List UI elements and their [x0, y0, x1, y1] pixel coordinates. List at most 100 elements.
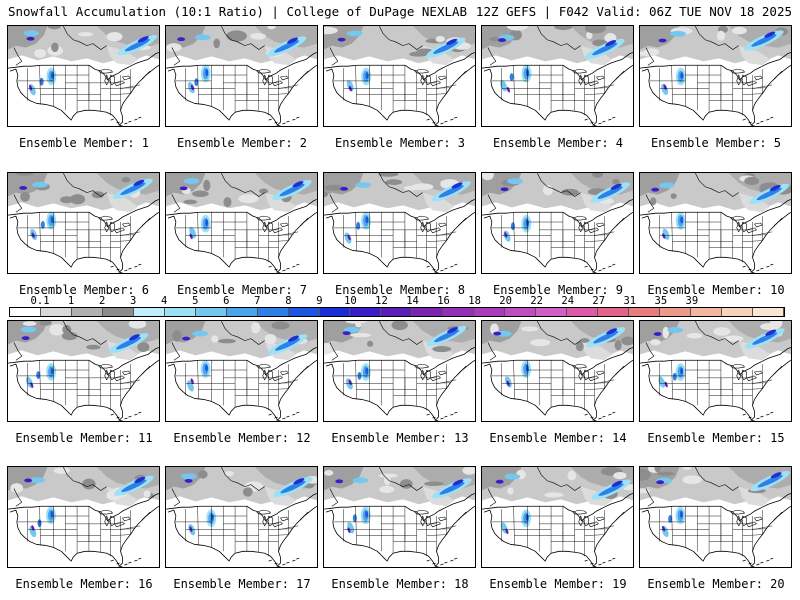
- map-boundaries: [8, 467, 159, 567]
- snowfall-rockies: [662, 212, 686, 240]
- colorbar-tick-label: 16: [437, 295, 450, 307]
- snow-cover-canada: [640, 26, 791, 66]
- ensemble-member-map: [323, 466, 476, 568]
- colorbar-segment: [319, 308, 351, 316]
- ensemble-member-map: [639, 25, 792, 127]
- ensemble-member-label: Ensemble Member: 13: [331, 431, 469, 445]
- colorbar-segment: [474, 308, 506, 316]
- ensemble-member-label: Ensemble Member: 19: [489, 577, 627, 591]
- ensemble-member-map: [481, 466, 634, 568]
- ensemble-member-label: Ensemble Member: 15: [647, 431, 785, 445]
- colorbar-segment: [660, 308, 691, 316]
- snowfall-northeast-band: [340, 181, 471, 202]
- snowfall-northeast-band: [182, 330, 308, 355]
- colorbar-tick-label: 4: [161, 295, 168, 307]
- ensemble-member-map: [165, 320, 318, 422]
- snowfall-northeast-band: [653, 327, 785, 349]
- chart-title: Snowfall Accumulation (10:1 Ratio) | Col…: [8, 4, 468, 19]
- colorbar-tick-label: 8: [285, 295, 292, 307]
- ensemble-member-map: [481, 172, 634, 274]
- snow-cover-canada: [640, 467, 791, 507]
- map-boundaries: [324, 321, 475, 421]
- snowfall-northeast-band: [493, 327, 626, 348]
- colorbar-segment: [288, 308, 320, 316]
- ensemble-member-label: Ensemble Member: 14: [489, 431, 627, 445]
- snowfall-northeast-band: [500, 178, 630, 203]
- ensemble-member-label: Ensemble Member: 2: [176, 136, 308, 150]
- map-boundaries: [482, 467, 633, 567]
- snowfall-rockies: [658, 363, 686, 388]
- snowfall-map: [166, 467, 317, 567]
- ensemble-member-map: [481, 320, 634, 422]
- map-boundaries: [324, 467, 475, 567]
- map-boundaries: [166, 173, 317, 273]
- map-boundaries: [8, 26, 159, 126]
- ensemble-member-label: Ensemble Member: 18: [331, 577, 469, 591]
- snowfall-northeast-band: [181, 473, 313, 498]
- snowfall-map: [8, 173, 159, 273]
- snowfall-rockies: [661, 506, 686, 538]
- snowfall-map: [166, 173, 317, 273]
- snowfall-rockies: [30, 211, 57, 241]
- colorbar-tick-label: 20: [499, 295, 512, 307]
- snowfall-map: [640, 26, 791, 126]
- colorbar-tick-label: 1: [67, 295, 75, 307]
- map-boundaries: [166, 26, 317, 126]
- ensemble-member-map: [323, 320, 476, 422]
- colorbar-segment: [381, 308, 413, 316]
- colorbar-tick-label: 18: [468, 295, 481, 307]
- snowfall-map: [640, 173, 791, 273]
- colorbar-tick-label: 12: [375, 295, 388, 307]
- colorbar: [9, 307, 785, 317]
- ensemble-member-label: Ensemble Member: 17: [173, 577, 311, 591]
- snowfall-northeast-band: [335, 477, 472, 499]
- colorbar-tick-label: 3: [129, 295, 137, 307]
- ensemble-member-label: Ensemble Member: 20: [647, 577, 785, 591]
- ensemble-member-map: [7, 320, 160, 422]
- ensemble-member-label: Ensemble Member: 4: [492, 136, 624, 150]
- snowfall-map: [324, 173, 475, 273]
- snowfall-northeast-band: [342, 325, 467, 347]
- colorbar-tick-label: 14: [406, 295, 419, 307]
- snow-cover-canada: [482, 321, 633, 361]
- ensemble-member-label: Ensemble Member: 1: [18, 136, 150, 150]
- snowfall-northeast-band: [177, 34, 307, 57]
- snowfall-map: [482, 173, 633, 273]
- colorbar-tick-label: 22: [530, 295, 543, 307]
- map-boundaries: [482, 26, 633, 126]
- snowfall-northeast-band: [337, 30, 466, 58]
- snowfall-rockies: [504, 360, 532, 388]
- colorbar-segment: [412, 308, 444, 316]
- colorbar-tick-label: 9: [316, 295, 323, 307]
- colorbar-segment: [10, 308, 41, 316]
- colorbar-segment: [443, 308, 475, 316]
- ensemble-member-map: [7, 172, 160, 274]
- map-boundaries: [324, 173, 475, 273]
- colorbar-segment: [567, 308, 599, 316]
- colorbar-tick-label: 7: [254, 295, 261, 307]
- map-boundaries: [482, 173, 633, 273]
- snowfall-map: [482, 321, 633, 421]
- colorbar-segment: [752, 308, 784, 316]
- ensemble-member-label: Ensemble Member: 16: [15, 577, 153, 591]
- ensemble-member-map: [639, 172, 792, 274]
- snowfall-rockies: [186, 360, 211, 392]
- snowfall-map: [482, 467, 633, 567]
- colorbar-segment: [629, 308, 661, 316]
- model-run-info: 12Z GEFS | F042 Valid: 06Z TUE NOV 18 20…: [475, 4, 792, 19]
- colorbar-tick-label: 27: [592, 295, 606, 307]
- colorbar-segment: [721, 308, 753, 316]
- ensemble-member-map: [165, 466, 318, 568]
- ensemble-member-label: Ensemble Member: 10: [647, 283, 785, 297]
- snowfall-northeast-band: [498, 34, 625, 60]
- ensemble-member-label: Ensemble Member: 8: [334, 283, 466, 297]
- ensemble-member-label: Ensemble Member: 9: [492, 283, 624, 297]
- snowfall-map: [324, 321, 475, 421]
- map-boundaries: [8, 321, 159, 421]
- snowfall-map: [166, 26, 317, 126]
- colorbar-segment: [350, 308, 382, 316]
- ensemble-member-label: Ensemble Member: 12: [173, 431, 311, 445]
- snowfall-northeast-band: [179, 178, 312, 201]
- colorbar-segment: [195, 308, 227, 316]
- snowfall-northeast-band: [24, 475, 154, 496]
